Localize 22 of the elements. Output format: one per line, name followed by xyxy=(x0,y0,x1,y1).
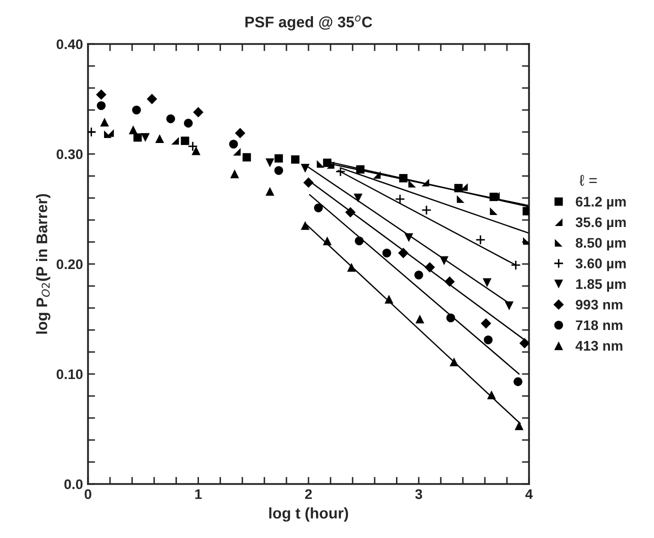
legend-label: 413 nm xyxy=(576,340,622,351)
legend-label: 8.50 µm xyxy=(576,238,626,251)
legend-label: 1.85 µm xyxy=(576,279,626,292)
legend-label: 61.2 µm xyxy=(576,196,626,210)
legend-label: 35.6 µm xyxy=(576,217,626,230)
y-tick-label: 0.40 xyxy=(56,39,83,50)
legend-title: ℓ = xyxy=(580,174,597,186)
x-tick-label: 3 xyxy=(415,489,422,500)
legend-label: 993 nm xyxy=(576,300,622,310)
x-tick-label: 2 xyxy=(305,489,312,499)
y-tick-label: 0.0 xyxy=(64,479,83,490)
x-axis-title: log t (hour) xyxy=(269,507,348,522)
legend-label: 718 nm xyxy=(576,320,622,330)
y-tick-label: 0.10 xyxy=(56,369,83,380)
y-tick-label: 0.30 xyxy=(56,149,83,160)
legend-label: 3.60 µm xyxy=(576,258,626,272)
x-tick-label: 4 xyxy=(525,489,533,499)
x-tick-label: 1 xyxy=(195,489,202,499)
y-axis-title: log P$_{O2}$(P in Barrer) xyxy=(36,194,50,334)
chart-title: PSF aged @ 35$^{o}$C xyxy=(245,15,372,30)
y-tick-label: 0.20 xyxy=(56,259,83,270)
x-tick-label: 0 xyxy=(84,489,92,500)
